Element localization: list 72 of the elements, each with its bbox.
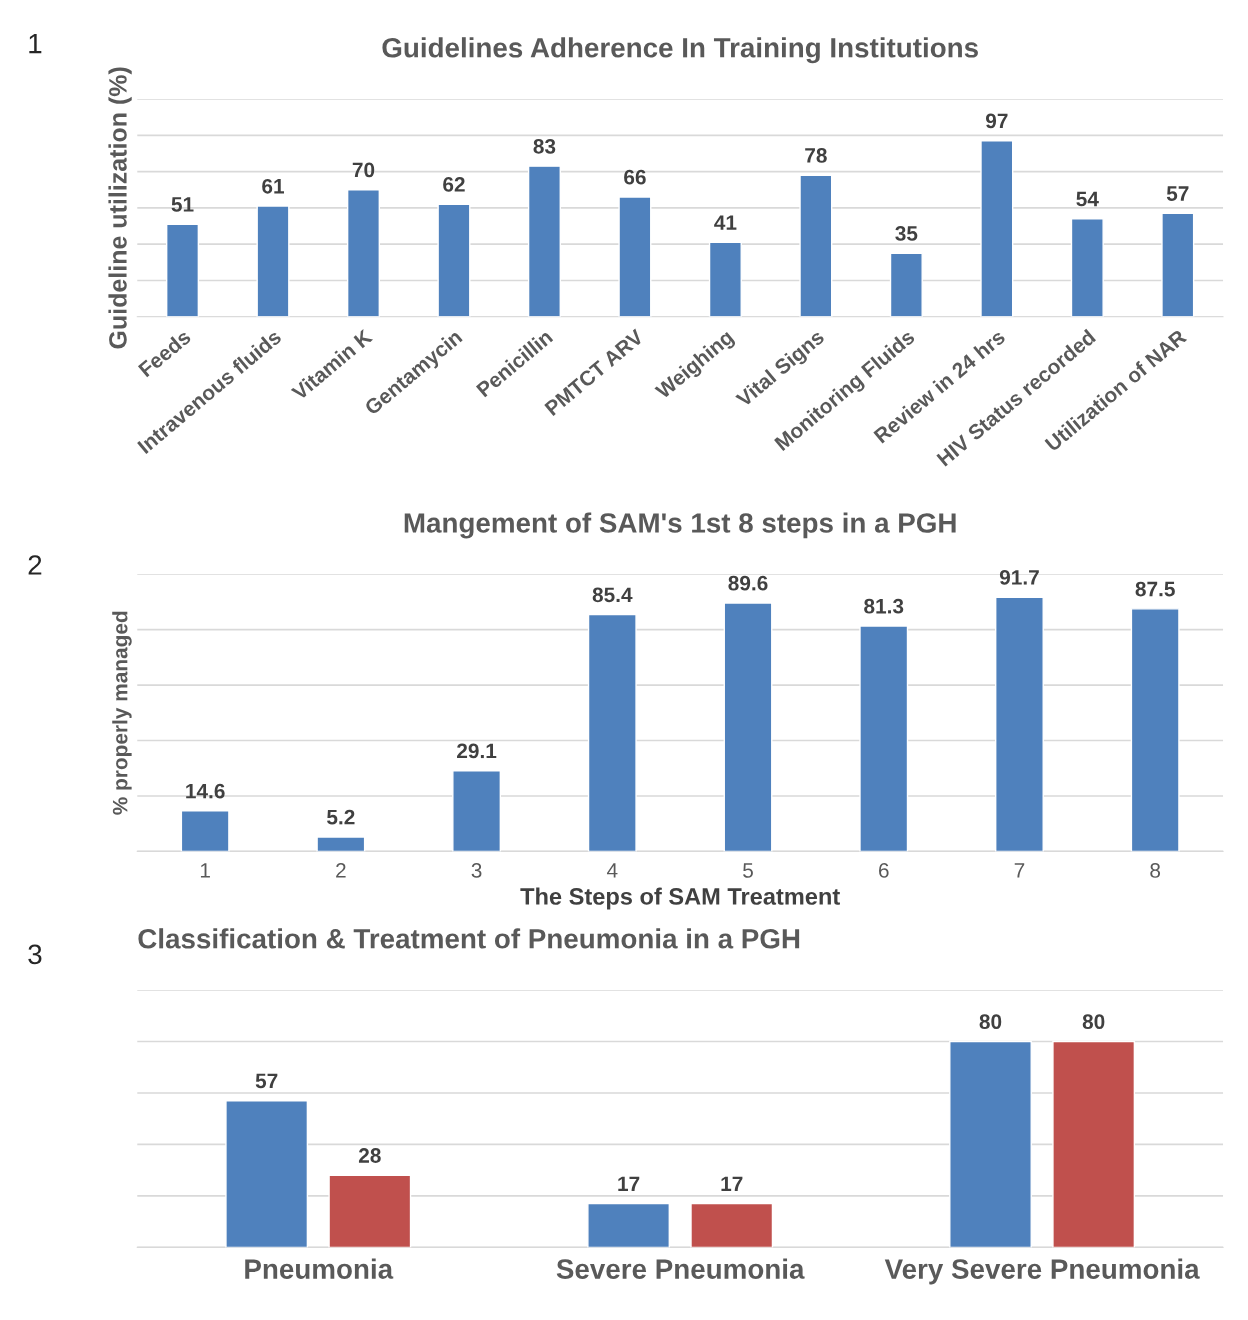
- data-label: 14.6: [186, 783, 225, 799]
- x-axis-title: The Steps of SAM Treatment: [520, 887, 840, 910]
- bar: [225, 1099, 309, 1248]
- x-tick-label: Severe Pneumonia: [556, 1258, 805, 1279]
- data-label: 57: [1166, 186, 1189, 201]
- x-tick-label: 8: [1150, 863, 1161, 878]
- data-label: 81.3: [864, 598, 904, 614]
- x-tick-label: Pneumonia: [245, 1258, 394, 1279]
- data-label: 41: [714, 215, 737, 230]
- bar: [452, 770, 502, 852]
- bar: [316, 836, 366, 852]
- y-axis-title: % properly managed: [112, 611, 132, 815]
- data-label: 83: [533, 138, 556, 154]
- text: 2: [28, 555, 42, 575]
- bar: [980, 140, 1014, 317]
- bar: [1070, 218, 1104, 317]
- text: 1: [29, 34, 42, 54]
- bar: [437, 203, 471, 317]
- bar: [1052, 1040, 1136, 1248]
- bar: [995, 596, 1044, 852]
- x-tick-label: 2: [336, 863, 346, 878]
- bar: [165, 223, 200, 317]
- data-label: 89.6: [728, 575, 768, 591]
- data-label: 51: [171, 197, 194, 212]
- bar: [256, 205, 290, 317]
- data-label: 66: [624, 169, 646, 185]
- bar: [346, 189, 381, 317]
- x-tick-label: 1: [200, 863, 210, 878]
- y-axis-title: Guideline utilization (%): [108, 67, 132, 349]
- chart-title: Mangement of SAM's 1st 8 steps in a PGH: [404, 512, 956, 539]
- chart-title: Classification & Treatment of Pneumonia in a PGH: [138, 928, 800, 949]
- data-label: 80: [1082, 1014, 1105, 1030]
- bar: [1130, 608, 1180, 852]
- bar: [723, 602, 773, 852]
- data-label: 54: [1076, 191, 1099, 207]
- bar: [859, 625, 909, 852]
- bar: [328, 1174, 412, 1248]
- data-label: 85.4: [592, 587, 633, 603]
- data-label: 97: [985, 113, 1008, 129]
- data-label: 17: [721, 1176, 743, 1191]
- bar: [799, 174, 833, 317]
- data-label: 61: [262, 178, 285, 194]
- bar: [587, 1202, 670, 1248]
- data-label: 91.7: [999, 570, 1039, 585]
- data-label: 5.2: [327, 809, 355, 825]
- x-tick-label: 4: [606, 863, 618, 878]
- bar: [1161, 212, 1195, 317]
- data-label: 29.1: [457, 743, 497, 759]
- data-label: 87.5: [1135, 581, 1175, 597]
- data-label: 57: [255, 1073, 278, 1089]
- data-label: 28: [358, 1148, 381, 1163]
- data-label: 80: [979, 1014, 1002, 1030]
- x-tick-label: 7: [1014, 863, 1025, 878]
- bar: [618, 196, 652, 317]
- bar: [180, 810, 230, 852]
- bar: [708, 241, 742, 317]
- x-tick-label: Very Severe Pneumonia: [884, 1258, 1200, 1285]
- chart-title: Guidelines Adherence In Training Institutions: [382, 37, 978, 64]
- x-tick-label: 5: [743, 863, 753, 878]
- bar: [527, 165, 561, 317]
- bar: [949, 1040, 1032, 1248]
- data-label: 70: [352, 162, 375, 178]
- data-label: 78: [805, 148, 827, 163]
- text: 3: [28, 944, 42, 965]
- bar: [690, 1202, 774, 1248]
- bar: [587, 613, 637, 852]
- x-tick-label: 6: [879, 863, 889, 878]
- data-label: 62: [443, 177, 465, 192]
- data-label: 35: [895, 226, 918, 241]
- x-tick-label: 3: [471, 863, 482, 878]
- data-label: 17: [618, 1176, 640, 1191]
- bar: [889, 252, 923, 317]
